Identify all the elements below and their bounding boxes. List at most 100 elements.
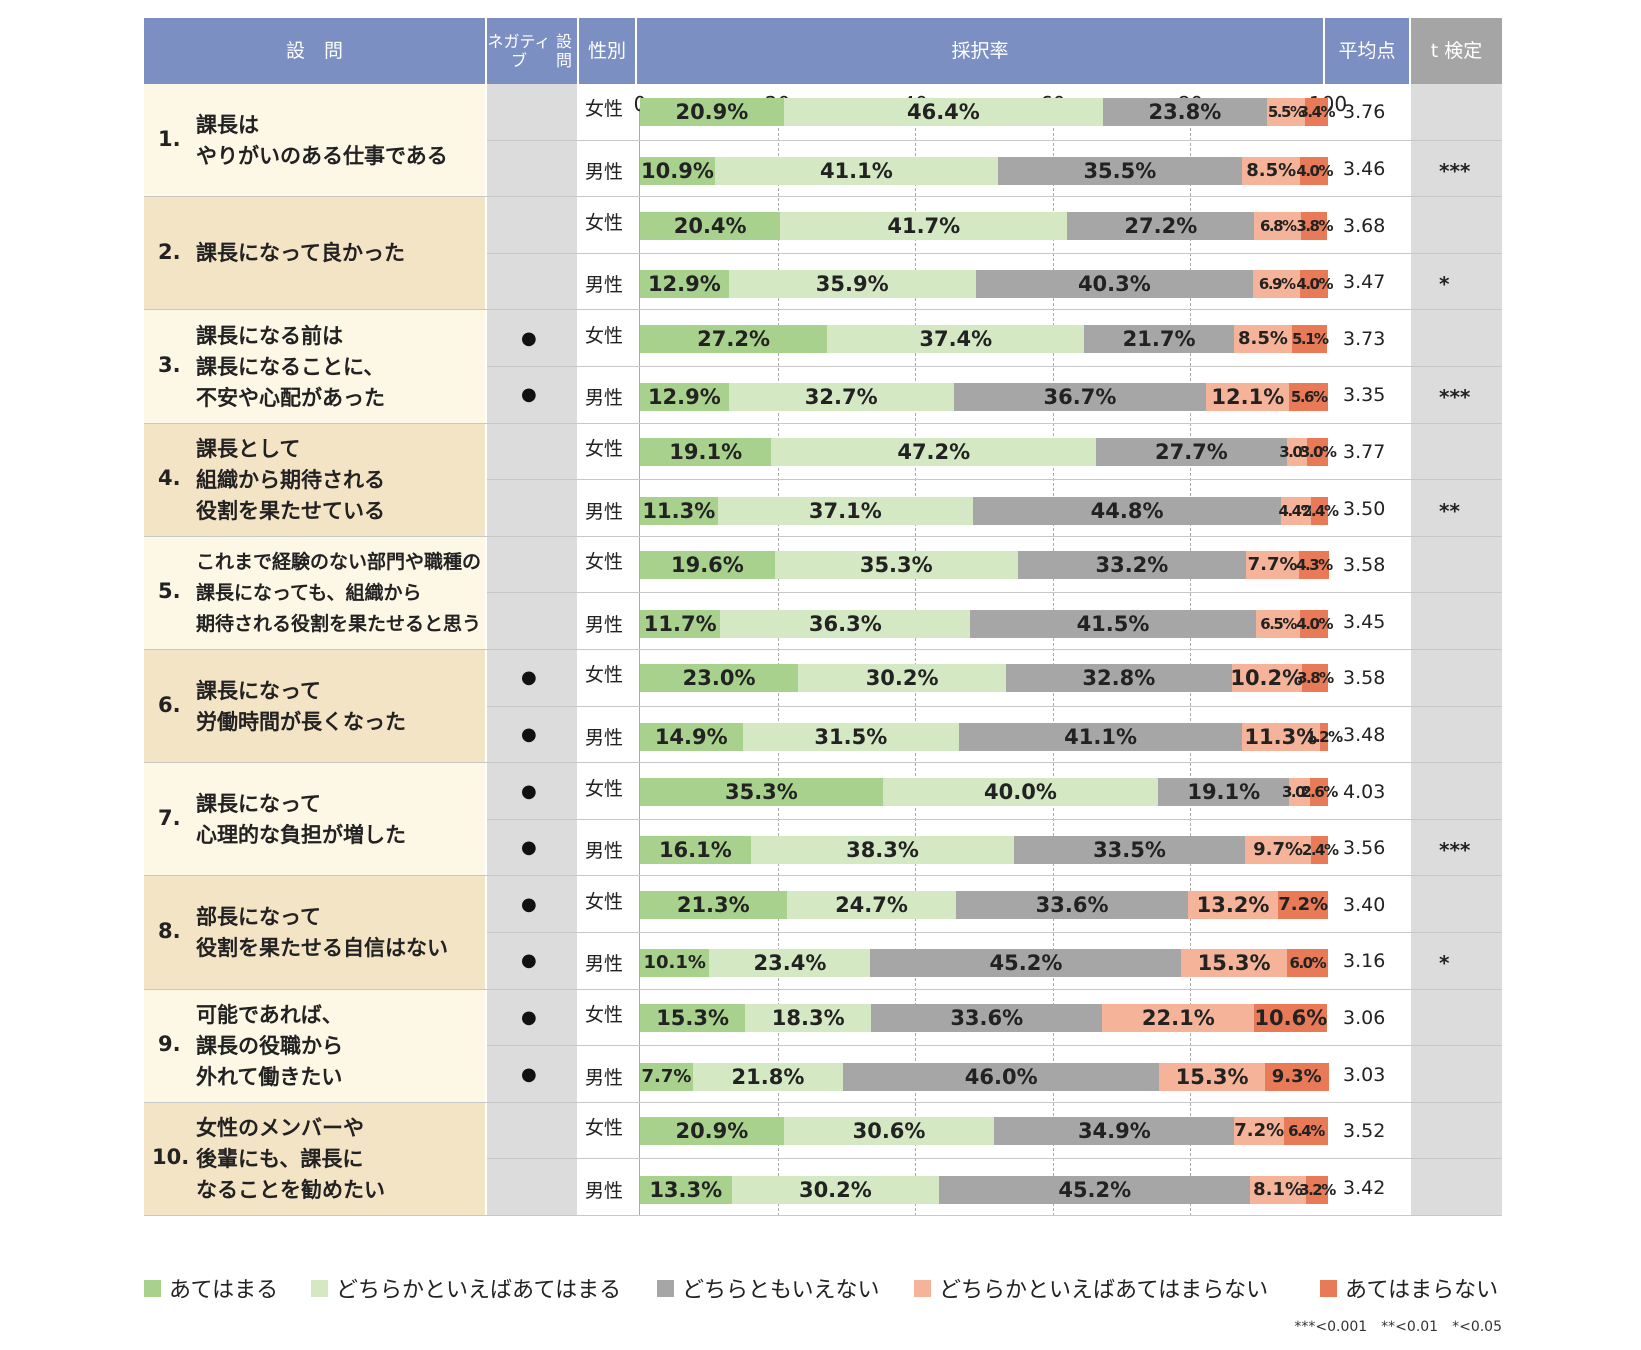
bar-label: 9.7% [1253, 839, 1304, 861]
bar-label: 33.6% [950, 1005, 1024, 1030]
bar-segment [1278, 890, 1328, 919]
question-number: 5. [158, 579, 181, 604]
legend-label: どちらかといえばあてはまる [336, 1278, 622, 1303]
bar-segment [1242, 722, 1320, 751]
bar-label: 2.4% [1301, 841, 1339, 860]
bar-label: 23.4% [753, 951, 827, 976]
negative-marker: ● [521, 893, 537, 915]
bar-segment [1310, 777, 1328, 806]
question-number: 7. [158, 805, 181, 830]
bar-segment [972, 496, 1282, 525]
bar-segment [1244, 836, 1312, 865]
bar-segment [1103, 98, 1267, 127]
question-text-line: 可能であれば、 [196, 1002, 343, 1027]
bar-label: 46.0% [964, 1064, 1038, 1089]
bar-label: 11.3% [1244, 724, 1318, 749]
bar-label: 21.7% [1122, 326, 1196, 351]
bar-segment [870, 949, 1182, 978]
bar-label: 8.5% [1246, 159, 1297, 181]
bar-segment [640, 324, 828, 353]
average-score: 3.03 [1343, 1063, 1386, 1086]
bar-segment [1264, 1062, 1329, 1091]
question-text: 課長として 組織から期待される 役割を果たせている [196, 434, 385, 527]
question-number: 3. [158, 353, 181, 377]
gender-label: 男性 [585, 953, 624, 976]
bar-label: 3.2% [1299, 1180, 1336, 1199]
bar-label: 9.3% [1271, 1065, 1322, 1087]
bar-segment [1281, 496, 1312, 525]
gender-label: 男性 [585, 387, 624, 410]
bar-label: 18.3% [771, 1005, 845, 1030]
bar-label: 35.3% [724, 779, 798, 804]
bar-segment [871, 1003, 1103, 1032]
gridline [1052, 108, 1054, 1216]
question-number: 10. [152, 1145, 190, 1170]
gender-label: 男性 [585, 613, 624, 636]
bar-label: 1.2% [1306, 727, 1343, 746]
bar-label: 15.3% [656, 1005, 730, 1030]
gender-label: 男性 [585, 1179, 624, 1202]
gender-label: 男性 [585, 840, 624, 863]
bar-segment [953, 383, 1207, 412]
bar-label: 8.1% [1253, 1178, 1304, 1200]
average-score: 3.40 [1343, 893, 1386, 916]
bar-label: 24.7% [835, 892, 908, 917]
bar-segment [1305, 1175, 1328, 1204]
gender-label: 男性 [585, 500, 624, 523]
bar-segment [742, 722, 960, 751]
bar-label: 23.0% [682, 666, 756, 691]
question-number: 8. [158, 919, 181, 943]
gender-label: 男性 [585, 726, 624, 749]
bar-label: 47.2% [897, 439, 971, 464]
bar-label: 4.0% [1296, 614, 1333, 633]
bar-label: 5.5% [1267, 103, 1305, 122]
bar-label: 7.2% [1278, 893, 1329, 915]
bar-segment [994, 1117, 1235, 1146]
block-line [144, 309, 1502, 311]
bar-label: 11.3% [642, 498, 716, 523]
bar-segment [640, 383, 729, 412]
bar-label: 33.2% [1095, 553, 1169, 578]
bar-segment [640, 551, 775, 580]
bar-label: 35.9% [815, 272, 889, 297]
question-text-line: 部長になって [196, 905, 321, 929]
ttest-significance: *** [1439, 385, 1471, 410]
bar-label: 3.8% [1297, 669, 1334, 688]
bar-segment [1206, 383, 1290, 412]
bar-segment [1300, 609, 1328, 638]
block-line [144, 535, 1502, 537]
legend-item: どちらかといえばあてはまらない [914, 1272, 1268, 1304]
bar-label: 5.1% [1291, 329, 1329, 348]
bar-segment [692, 1062, 843, 1091]
bar-label: 15.3% [1197, 951, 1271, 976]
bar-label: 23.8% [1148, 100, 1222, 125]
average-score: 3.48 [1343, 723, 1386, 746]
block-line [144, 1101, 1502, 1103]
bar-label: 21.8% [731, 1064, 805, 1089]
question-text-line: これまで経験のない部門や職種の [196, 550, 482, 573]
row-line [487, 1158, 1502, 1160]
question-text-line: 課長になって [196, 678, 321, 703]
bar-label: 30.2% [798, 1177, 872, 1202]
bar-label: 11.7% [643, 611, 717, 636]
bar-segment [640, 836, 751, 865]
footnote: ***<0.001 **<0.01 *<0.05 [1294, 1319, 1502, 1335]
ttest-significance: * [1439, 951, 1450, 976]
average-score: 3.45 [1343, 610, 1386, 633]
bar-label: 12.1% [1211, 385, 1285, 410]
bar-segment [1307, 437, 1328, 466]
bar-segment [640, 1117, 784, 1146]
gender-label: 女性 [585, 98, 624, 121]
bar-label: 30.6% [852, 1119, 926, 1144]
bar-label: 6.8% [1259, 216, 1297, 235]
bar-label: 4.0% [1296, 275, 1333, 294]
ttest-column [1411, 84, 1502, 1216]
question-text-line: 役割を果たせている [196, 498, 385, 523]
bar-segment [640, 609, 721, 638]
bar-segment [745, 1003, 872, 1032]
negative-marker: ● [521, 1006, 537, 1028]
axis-line [639, 108, 640, 1216]
bar-label: 16.1% [658, 838, 732, 863]
legend-swatch [914, 1279, 931, 1297]
bar-segment [1067, 211, 1255, 240]
